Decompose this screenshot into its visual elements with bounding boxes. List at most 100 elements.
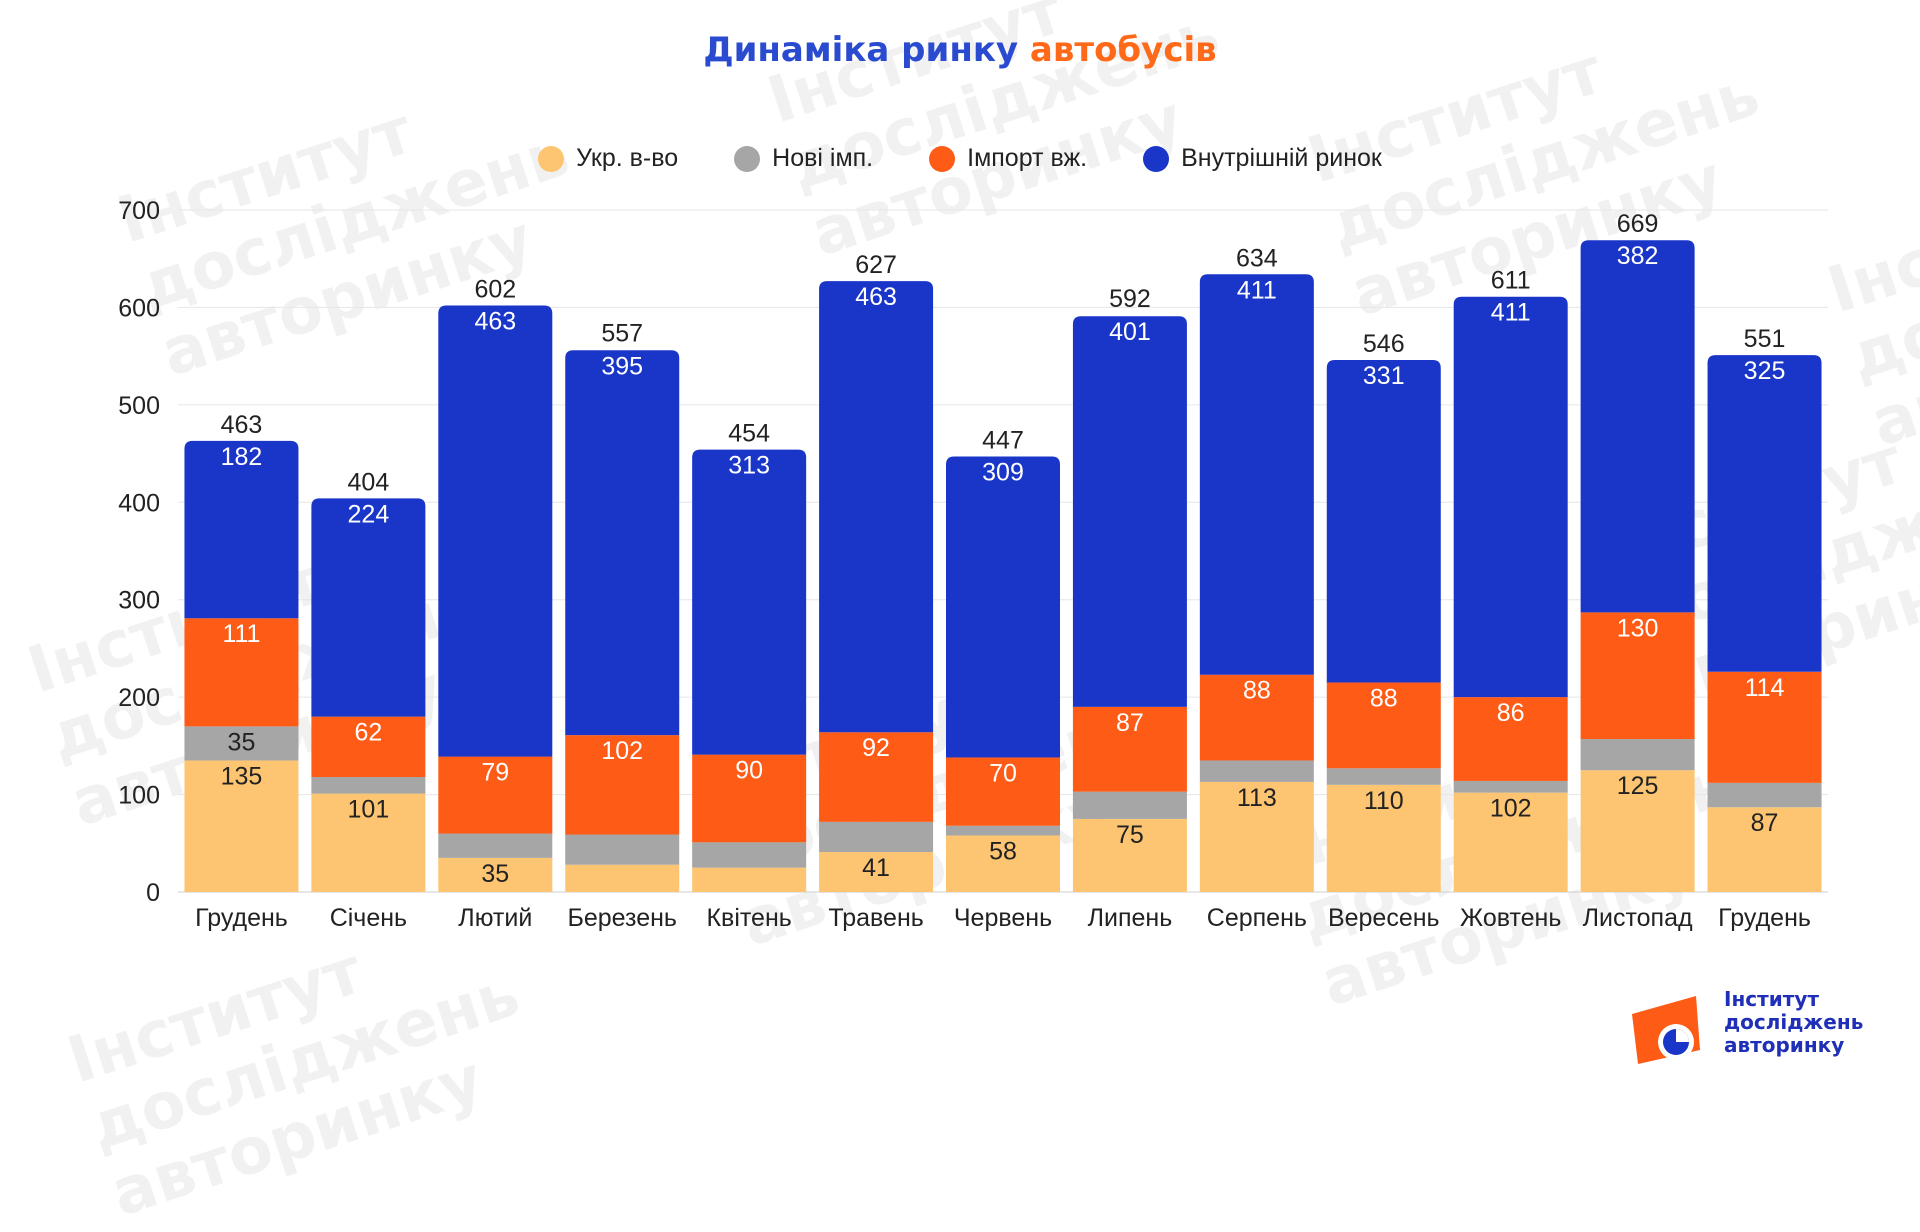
total-label: 551 (1744, 325, 1786, 353)
data-label: 35 (228, 728, 256, 756)
x-tick-label: Листопад (1583, 904, 1693, 932)
data-label: 75 (1116, 821, 1144, 849)
bar-segment-used-imp (1580, 612, 1695, 740)
bar-segment-ukr (819, 852, 934, 892)
total-label: 634 (1236, 244, 1278, 272)
bar-segment-used-imp (1326, 682, 1441, 769)
legend-swatch-used-imp (929, 145, 956, 172)
x-tick-label: Січень (330, 904, 407, 932)
bar-segment-new-imp (1580, 739, 1695, 771)
chart-title-part1: Динаміка ринку (703, 30, 1019, 70)
data-label: 86 (1497, 699, 1525, 727)
data-label: 411 (1491, 299, 1531, 327)
total-label: 454 (728, 420, 770, 448)
y-tick-label: 300 (118, 587, 160, 615)
bar-segment-used-imp (565, 735, 680, 835)
data-label: 87 (1116, 709, 1144, 737)
logo-line-3: авторинку (1724, 1033, 1845, 1057)
data-label: 463 (474, 307, 516, 335)
legend-label-ukr: Укр. в-во (576, 144, 679, 172)
x-tick-label: Лютий (458, 904, 532, 932)
data-label: 224 (348, 500, 390, 528)
bar-segment-used-imp (438, 756, 553, 834)
chart-legend: Укр. в-во Нові імп. Імпорт вж. Внутрішні… (0, 144, 1920, 173)
data-label: 62 (354, 719, 382, 747)
legend-item-domestic: Внутрішній ринок (1143, 144, 1382, 173)
legend-item-new-imp: Нові імп. (734, 144, 873, 173)
y-tick-label: 700 (118, 197, 160, 225)
data-label: 313 (728, 452, 770, 480)
x-tick-label: Липень (1088, 904, 1173, 932)
logo-mark-icon (1632, 996, 1700, 1064)
data-label: 401 (1109, 318, 1151, 346)
data-label: 114 (1745, 674, 1785, 702)
legend-item-used-imp: Імпорт вж. (929, 144, 1087, 173)
bar-segment-ukr (1453, 792, 1568, 892)
data-label: 463 (855, 283, 897, 311)
bar-segment-new-imp (1453, 780, 1568, 793)
legend-label-domestic: Внутрішній ринок (1181, 144, 1382, 172)
data-label: 135 (221, 762, 263, 790)
data-label: 395 (601, 352, 643, 380)
bar-segment-new-imp (184, 726, 299, 761)
y-tick-label: 600 (118, 294, 160, 322)
data-label: 102 (1490, 795, 1532, 823)
bar-segment-used-imp (1707, 671, 1822, 783)
legend-item-ukr: Укр. в-во (538, 144, 678, 173)
x-tick-label: Травень (828, 904, 923, 932)
bar-segment-used-imp (946, 757, 1060, 826)
total-label: 627 (855, 251, 897, 279)
x-tick-label: Червень (954, 904, 1052, 932)
bar-segment-new-imp (1199, 760, 1314, 782)
data-label: 70 (989, 760, 1017, 788)
legend-label-new-imp: Нові імп. (772, 144, 874, 172)
bar-segment-domestic (1199, 274, 1314, 675)
logo: Інститут досліджень авторинку (1624, 988, 1904, 1068)
total-label: 404 (348, 468, 390, 496)
legend-swatch-domestic (1143, 145, 1170, 172)
data-label: 111 (222, 620, 260, 648)
data-label: 35 (481, 860, 509, 888)
x-tick-label: Вересень (1328, 904, 1440, 932)
total-label: 611 (1491, 267, 1531, 295)
data-label: 90 (735, 757, 763, 785)
data-label: 182 (221, 443, 263, 471)
y-tick-label: 500 (118, 392, 160, 420)
data-label: 58 (989, 837, 1017, 865)
bar-segment-domestic (438, 305, 553, 757)
chart-title: Динаміка ринку автобусів (0, 30, 1920, 70)
bar-segment-new-imp (1326, 768, 1441, 785)
data-label: 125 (1617, 772, 1659, 800)
bar-segment-domestic (184, 440, 299, 619)
bar-segment-new-imp (819, 821, 934, 853)
bar-segment-domestic (1072, 316, 1187, 707)
data-label: 101 (348, 796, 390, 824)
bar-segment-used-imp (1453, 697, 1568, 781)
bar-segment-ukr (1707, 807, 1822, 892)
data-label: 130 (1617, 614, 1659, 642)
bar-segment-ukr (438, 857, 553, 892)
data-label: 110 (1364, 787, 1404, 815)
y-tick-label: 400 (118, 489, 160, 517)
bar-segment-used-imp (184, 618, 299, 727)
bar-segment-new-imp (438, 833, 553, 858)
bar-segment-ukr (565, 864, 680, 892)
bar-segment-ukr (1072, 818, 1187, 892)
bar-segment-new-imp (692, 842, 807, 868)
bar-segment-new-imp (1707, 782, 1822, 808)
bar-segment-domestic (1707, 355, 1822, 672)
y-tick-label: 100 (118, 782, 160, 810)
bar-segment-domestic (1453, 296, 1568, 698)
bar-segment-ukr (692, 867, 807, 892)
x-tick-label: Грудень (195, 904, 288, 932)
total-label: 447 (982, 426, 1024, 454)
data-label: 113 (1237, 784, 1277, 812)
bar-segment-domestic (565, 350, 680, 736)
data-label: 382 (1617, 242, 1659, 270)
chart-title-part2: автобусів (1029, 30, 1217, 70)
logo-line-2: досліджень (1724, 1010, 1864, 1034)
data-label: 87 (1751, 809, 1779, 837)
total-label: 669 (1617, 210, 1659, 238)
total-label: 557 (601, 319, 643, 347)
bar-segment-used-imp (819, 732, 934, 822)
